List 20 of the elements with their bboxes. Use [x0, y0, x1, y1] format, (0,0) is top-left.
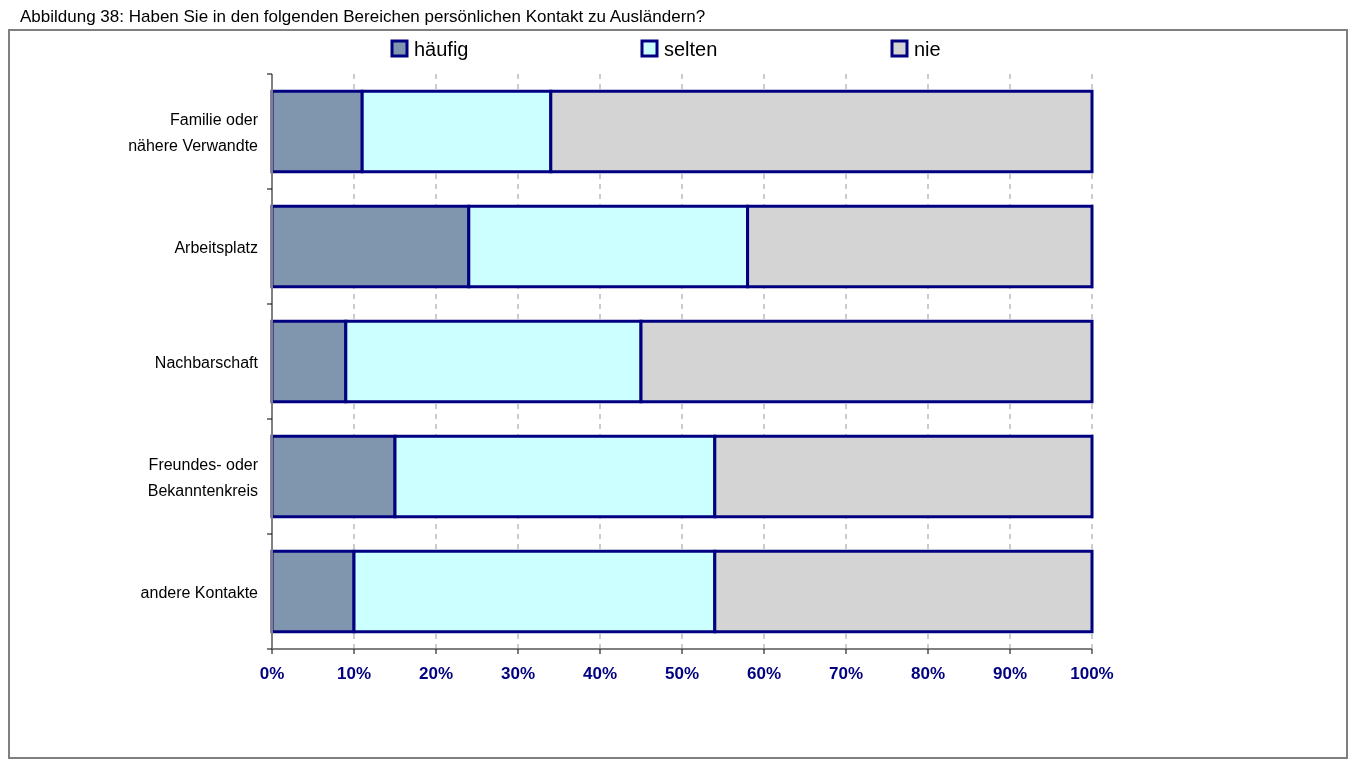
y-tick-label: Familie oder nähere Verwandte	[128, 110, 259, 154]
x-tick-label: 90%	[992, 664, 1028, 683]
x-tick-label: 100%	[1070, 664, 1114, 683]
legend-label: häufig	[414, 38, 469, 60]
y-tick-label: Freundes- oder Bekanntenkreis	[147, 455, 259, 499]
x-tick-label: 50%	[664, 664, 700, 683]
x-tick-label: 30%	[500, 664, 536, 683]
chart-title: Abbildung 38: Haben Sie in den folgenden Bereichen persönlichen Kontakt zu Ausländern?	[20, 7, 706, 26]
x-tick-label: 80%	[910, 664, 946, 683]
y-tick-label: Arbeitsplatz	[174, 238, 258, 256]
x-tick-label: 10%	[336, 664, 372, 683]
x-tick-label: 20%	[418, 664, 454, 683]
x-tick-label: 0%	[259, 664, 285, 683]
legend-label: nie	[914, 38, 941, 60]
x-tick-label: 70%	[828, 664, 864, 683]
x-tick-label: 60%	[746, 664, 782, 683]
y-tick-label: Nachbarschaft	[154, 353, 259, 371]
legend-label: selten	[664, 38, 718, 60]
y-tick-label: andere Kontakte	[140, 583, 259, 601]
x-tick-label: 40%	[582, 664, 618, 683]
